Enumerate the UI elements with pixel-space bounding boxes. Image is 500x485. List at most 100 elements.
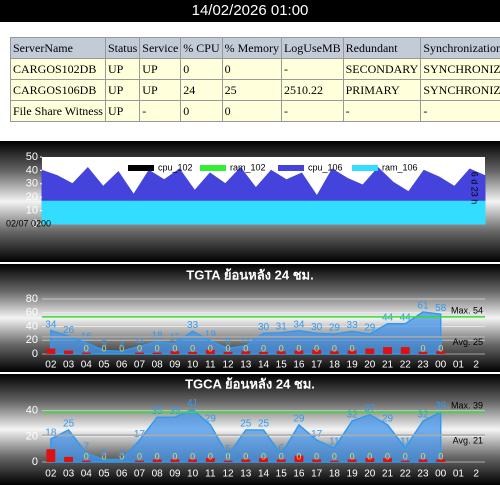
zero-label: 0 bbox=[243, 451, 248, 461]
table-cell: SECONDARY bbox=[342, 58, 422, 80]
y-tick-label: 0 bbox=[32, 218, 38, 230]
bar bbox=[205, 458, 215, 462]
x-tick-label: 07 bbox=[134, 360, 146, 371]
x-tick-label: 12 bbox=[222, 469, 234, 480]
value-label: 19 bbox=[205, 330, 217, 341]
value-label: 25 bbox=[63, 419, 75, 430]
table-cell: UP bbox=[104, 100, 141, 122]
bar bbox=[436, 459, 446, 462]
x-tick-label: 06 bbox=[116, 360, 128, 371]
chart-title: TGTA ย้อนหลัง 24 ชม. bbox=[186, 267, 313, 282]
legend-label: cpu_106 bbox=[308, 162, 343, 172]
bar bbox=[81, 460, 91, 462]
bar bbox=[64, 456, 74, 462]
bar bbox=[81, 352, 91, 354]
value-label: 58 bbox=[435, 303, 447, 314]
table-cell: 0 bbox=[221, 100, 282, 122]
x-tick-label: 19 bbox=[347, 360, 359, 371]
x-tick-label: 15 bbox=[276, 360, 288, 371]
x-tick-label: 21 bbox=[382, 469, 394, 480]
value-label: 11 bbox=[400, 437, 411, 448]
column-header: ServerName bbox=[10, 37, 106, 59]
value-label: 32 bbox=[347, 410, 359, 421]
table-cell: UP bbox=[104, 79, 141, 101]
x-tick-label: 13 bbox=[240, 469, 252, 480]
x-tick-label: 23 bbox=[417, 360, 429, 371]
table-row: CARGOS106DB UP UP 24 25 2510.22 PRIMARY SYNCHRO… bbox=[10, 79, 500, 101]
value-label: 30 bbox=[311, 322, 323, 333]
zero-label: 0 bbox=[261, 451, 266, 461]
bar bbox=[241, 459, 251, 462]
bar bbox=[152, 459, 162, 462]
value-label: 25 bbox=[258, 419, 270, 430]
table-cell: - bbox=[280, 100, 344, 122]
value-label: 29 bbox=[205, 414, 217, 425]
zero-label: 0 bbox=[172, 451, 177, 461]
bar bbox=[170, 351, 180, 354]
table-cell: 24 bbox=[180, 79, 223, 101]
x-tick-label: 04 bbox=[81, 360, 93, 371]
zero-label: 0 bbox=[350, 451, 355, 461]
column-header: LogUseMB bbox=[280, 37, 344, 59]
x-tick-label: 21 bbox=[382, 360, 394, 371]
bar bbox=[329, 460, 339, 462]
bar bbox=[135, 460, 144, 462]
x-tick-label: 23 bbox=[417, 469, 429, 480]
zero-label: 0 bbox=[155, 451, 160, 461]
bar bbox=[46, 348, 56, 354]
value-label: 29 bbox=[293, 414, 305, 425]
bar bbox=[294, 350, 304, 354]
legend-label: cpu_102 bbox=[158, 162, 193, 172]
x-tick-label: 20 bbox=[364, 469, 376, 480]
x-tick-label: 17 bbox=[311, 360, 323, 371]
zero-label: 0 bbox=[137, 343, 142, 353]
value-label: 7 bbox=[84, 442, 90, 453]
table-cell: 0 bbox=[180, 100, 223, 122]
series-area bbox=[41, 200, 486, 225]
table-cell: 2510.22 bbox=[280, 79, 344, 101]
zero-label: 0 bbox=[155, 343, 160, 353]
legend-label: ram_106 bbox=[382, 162, 418, 172]
value-label: 18 bbox=[45, 428, 57, 439]
zero-label: 0 bbox=[438, 451, 443, 461]
bar bbox=[418, 351, 428, 354]
bar bbox=[188, 351, 198, 354]
zero-label: 0 bbox=[296, 343, 301, 353]
y-tick-label: 20 bbox=[26, 430, 38, 442]
bar bbox=[294, 455, 304, 462]
x-tick-label: 00 bbox=[435, 360, 447, 371]
zero-label: 0 bbox=[403, 451, 408, 461]
y-tick-label: 20 bbox=[26, 191, 38, 203]
zero-label: 0 bbox=[84, 343, 89, 353]
zero-label: 0 bbox=[350, 343, 355, 353]
zero-label: 0 bbox=[296, 451, 301, 461]
bar bbox=[365, 348, 375, 354]
value-label: 6 bbox=[278, 443, 284, 454]
table-cell: PRIMARY bbox=[342, 79, 422, 101]
zero-label: 0 bbox=[84, 451, 89, 461]
table-cell: 0 bbox=[221, 58, 282, 80]
bar bbox=[400, 347, 410, 354]
bar bbox=[170, 459, 180, 462]
legend-swatch bbox=[128, 165, 154, 171]
server-table: ServerName Status Service% CPU% Memory LogU… bbox=[10, 37, 500, 122]
max-label: Max. 54 bbox=[451, 305, 483, 315]
value-label: 4 bbox=[119, 340, 125, 351]
column-header: Service bbox=[139, 37, 182, 59]
table-cell: UP bbox=[104, 58, 141, 80]
zero-label: 0 bbox=[119, 343, 124, 353]
zero-label: 0 bbox=[367, 451, 372, 461]
table-cell: - bbox=[420, 100, 500, 122]
value-label: 33 bbox=[347, 320, 359, 331]
x-tick-label: 17 bbox=[311, 469, 323, 480]
value-label: 61 bbox=[417, 301, 429, 312]
value-label: 2 bbox=[119, 448, 125, 459]
x-tick-label: 04 bbox=[81, 469, 93, 480]
y-tick-label: 50 bbox=[26, 151, 38, 163]
value-label: 32 bbox=[417, 410, 429, 421]
table-cell: 25 bbox=[221, 79, 282, 101]
bar bbox=[259, 351, 268, 354]
zero-label: 0 bbox=[332, 343, 337, 353]
table-cell: SYNCHRONIZED bbox=[420, 79, 500, 101]
